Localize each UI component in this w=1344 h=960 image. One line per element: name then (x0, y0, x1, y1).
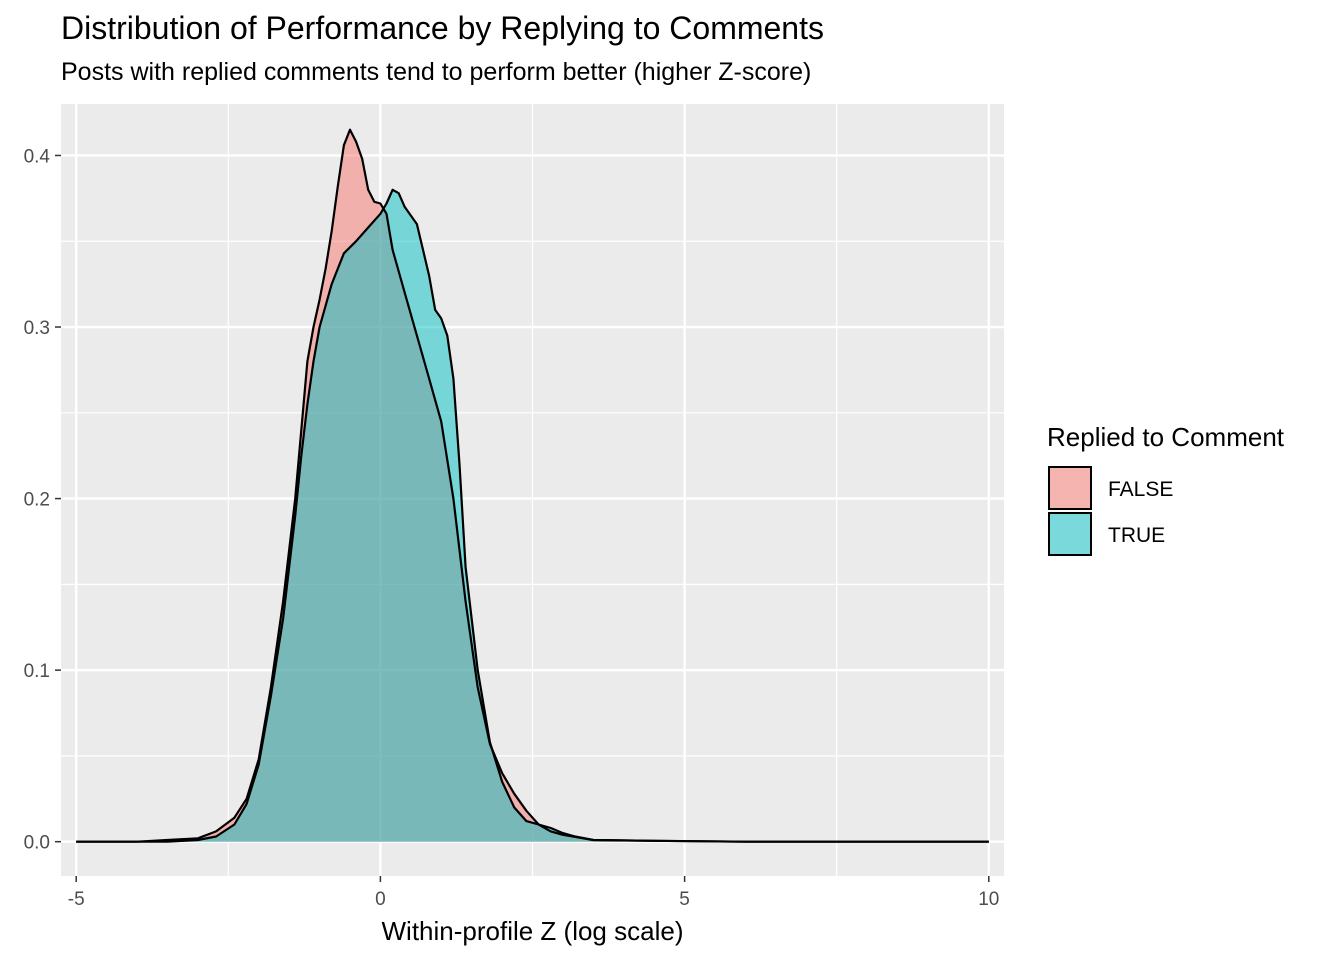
x-axis-title: Within-profile Z (log scale) (382, 916, 684, 946)
x-axis: -5 0 5 10 (68, 876, 999, 910)
density-layer (76, 128, 989, 843)
legend-swatch-false (1048, 466, 1092, 510)
x-tick-label: 5 (679, 889, 690, 910)
legend-label-false: FALSE (1108, 478, 1173, 501)
minor-gridlines (61, 104, 1004, 876)
chart-title: Distribution of Performance by Replying … (61, 10, 824, 46)
legend-label-true: TRUE (1108, 524, 1165, 547)
legend-title: Replied to Comment (1047, 422, 1285, 452)
legend-swatch-true (1048, 512, 1092, 556)
x-tick-label: 10 (978, 889, 999, 910)
density-line-true (76, 188, 989, 843)
y-tick-label: 0.1 (24, 661, 50, 682)
y-tick-label: 0.4 (24, 146, 51, 167)
legend: Replied to Comment FALSE TRUE (1047, 422, 1285, 556)
y-axis: 0.0 0.1 0.2 0.3 0.4 (24, 146, 61, 854)
y-tick-label: 0.3 (24, 318, 50, 339)
x-tick-label: -5 (68, 889, 85, 910)
chart-subtitle: Posts with replied comments tend to perf… (61, 58, 812, 86)
y-tick-label: 0.2 (24, 490, 50, 511)
density-area-true (76, 189, 989, 842)
y-tick-label: 0.0 (24, 833, 50, 854)
density-line-false (76, 128, 989, 843)
x-tick-label: 0 (375, 889, 386, 910)
